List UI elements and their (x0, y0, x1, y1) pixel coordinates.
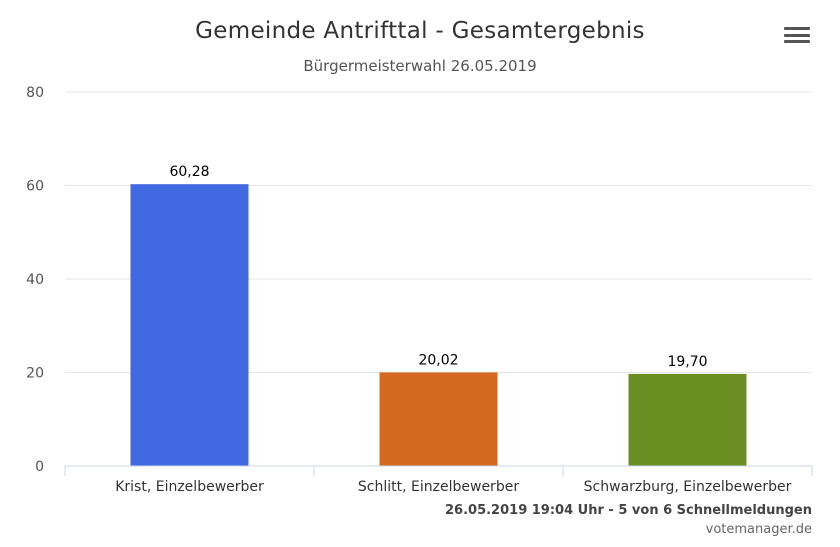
x-tick-label: Krist, Einzelbewerber (115, 479, 264, 495)
x-tick-label: Schlitt, Einzelbewerber (358, 479, 519, 495)
bar (379, 372, 498, 466)
bar (130, 184, 249, 467)
menu-bar (784, 40, 810, 43)
footer-status: 26.05.2019 19:04 Uhr - 5 von 6 Schnellme… (445, 503, 812, 518)
chart-title: Gemeinde Antrifttal - Gesamtergebnis (195, 18, 645, 44)
footer-credit[interactable]: votemanager.de (705, 522, 812, 537)
y-axis: 0 20 40 60 80 (26, 85, 44, 475)
y-tick-label: 80 (26, 85, 44, 101)
gridlines (65, 91, 812, 373)
x-tick-label: Schwarzburg, Einzelbewerber (584, 479, 792, 495)
y-tick-label: 20 (26, 366, 44, 382)
menu-bar (784, 33, 810, 37)
y-tick-label: 40 (26, 272, 44, 288)
bar (628, 373, 747, 466)
y-tick-label: 0 (35, 459, 44, 475)
y-tick-label: 60 (26, 179, 44, 195)
data-label: 60,28 (169, 164, 209, 180)
data-label: 19,70 (667, 354, 707, 370)
x-axis: Krist, Einzelbewerber Schlitt, Einzelbewe… (64, 465, 813, 495)
chart-subtitle: Bürgermeisterwahl 26.05.2019 (303, 57, 537, 75)
hamburger-menu-icon[interactable] (784, 27, 810, 49)
bars: 60,28 20,02 19,70 (130, 164, 747, 467)
menu-bar (784, 27, 810, 30)
data-label: 20,02 (418, 352, 458, 368)
